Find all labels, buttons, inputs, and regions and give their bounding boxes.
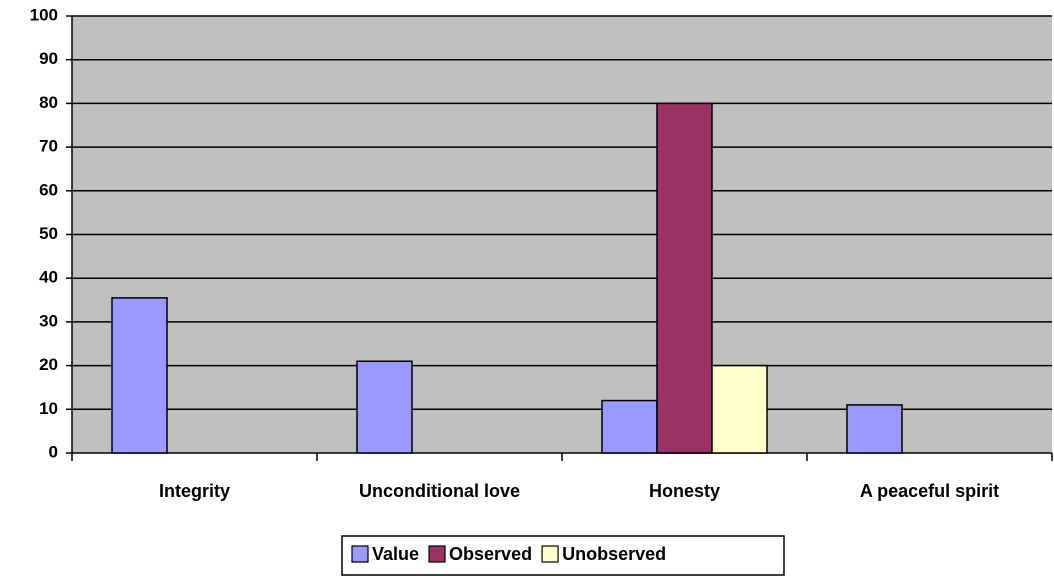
bar	[111, 297, 168, 454]
y-tick-label: 90	[39, 49, 58, 68]
legend-label: Value	[372, 544, 419, 564]
y-tick-label: 0	[49, 442, 58, 461]
legend	[341, 535, 785, 576]
bar	[656, 102, 713, 454]
legend-label: Unobserved	[562, 544, 666, 564]
x-tick-label: Unconditional love	[359, 481, 520, 501]
y-tick-label: 20	[39, 355, 58, 374]
bar	[846, 404, 903, 454]
x-tick-label: Honesty	[649, 481, 720, 501]
legend-swatch	[541, 545, 559, 563]
y-tick-label: 30	[39, 311, 58, 330]
y-tick-label: 70	[39, 137, 58, 156]
y-tick-label: 100	[30, 5, 58, 24]
legend-swatch	[351, 545, 369, 563]
y-tick-label: 60	[39, 180, 58, 199]
y-tick-label: 10	[39, 399, 58, 418]
y-tick-label: 50	[39, 224, 58, 243]
legend-label: Observed	[449, 544, 532, 564]
x-tick-label: A peaceful spirit	[860, 481, 999, 501]
x-tick-label: Integrity	[159, 481, 230, 501]
y-tick-label: 80	[39, 93, 58, 112]
y-tick-label: 40	[39, 268, 58, 287]
bar	[601, 399, 658, 454]
bar	[356, 360, 413, 454]
legend-swatch	[428, 545, 446, 563]
bar	[711, 364, 768, 454]
